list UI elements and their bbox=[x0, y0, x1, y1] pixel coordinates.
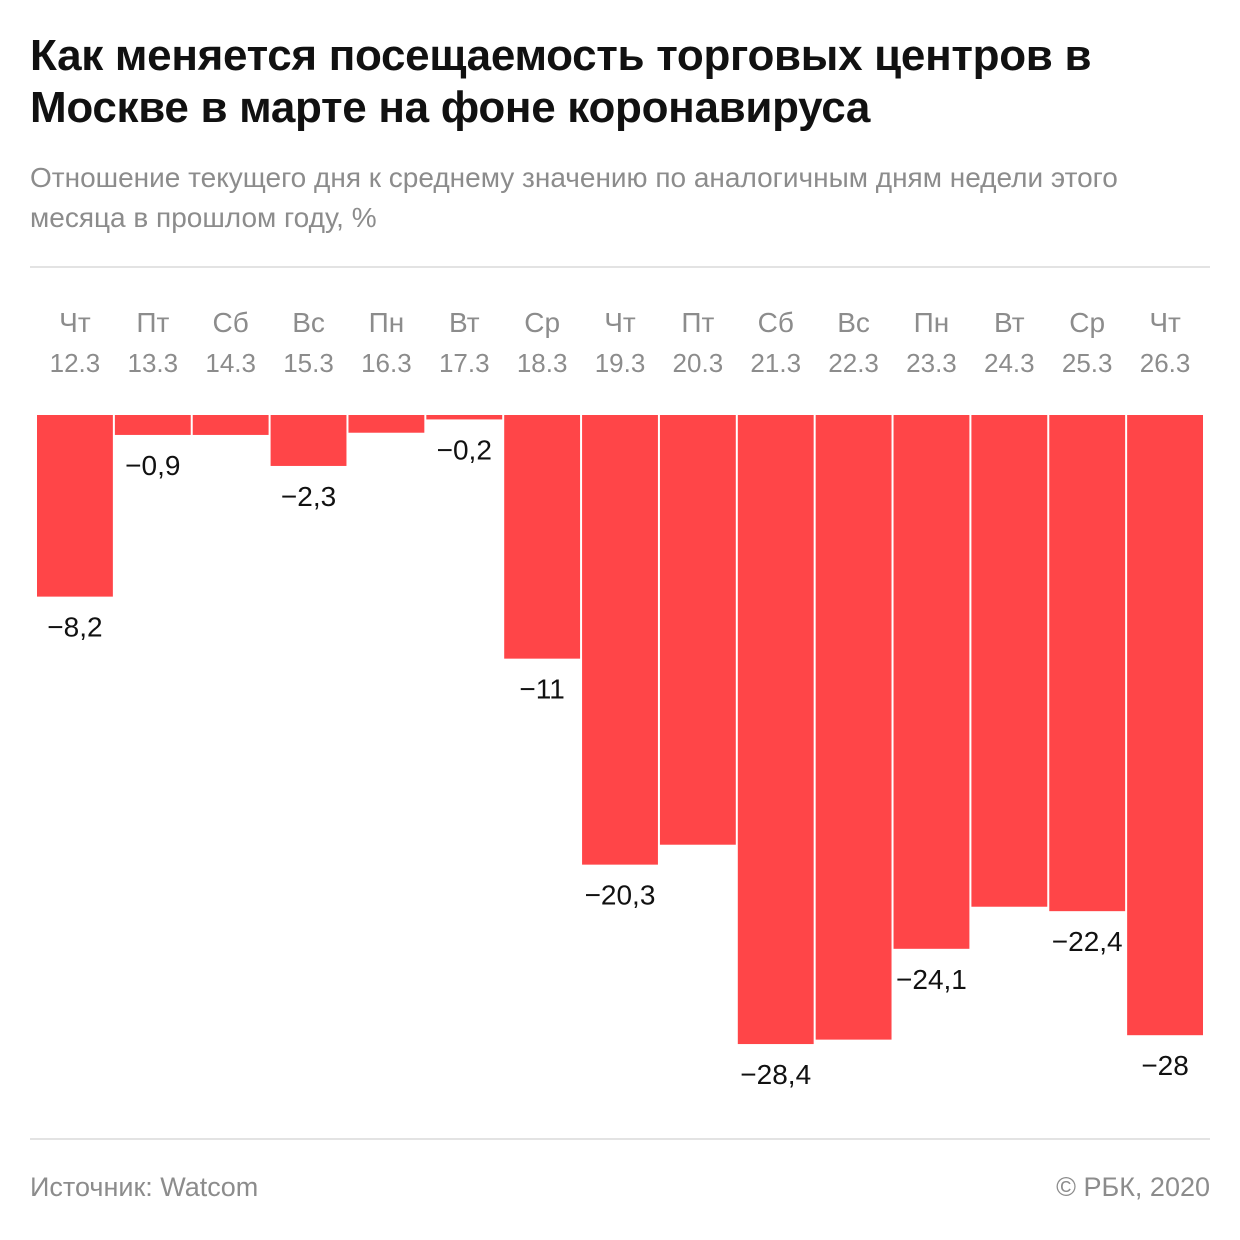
bar bbox=[114, 415, 191, 435]
weekday-label: Вт bbox=[449, 307, 480, 338]
date-tick-label: 12.3 bbox=[50, 348, 101, 378]
date-tick-label: 22.3 bbox=[828, 348, 879, 378]
chart-title: Как меняется посещаемость торговых центр… bbox=[30, 31, 1092, 132]
weekday-label: Чт bbox=[1149, 307, 1181, 338]
date-tick-label: 17.3 bbox=[439, 348, 490, 378]
value-label: −8,2 bbox=[47, 612, 102, 643]
weekday-label: Пт bbox=[136, 307, 169, 338]
value-label: −24,1 bbox=[896, 964, 967, 995]
bar bbox=[426, 415, 503, 420]
weekday-label: Пн bbox=[369, 307, 405, 338]
date-tick-label: 25.3 bbox=[1062, 348, 1113, 378]
bar bbox=[504, 415, 581, 659]
date-tick-label: 15.3 bbox=[283, 348, 334, 378]
source-note: Источник: Watcom bbox=[30, 1172, 259, 1202]
value-label: −2,3 bbox=[281, 481, 336, 512]
date-tick-label: 14.3 bbox=[205, 348, 256, 378]
bar bbox=[270, 415, 347, 466]
bottom-divider bbox=[30, 1138, 1210, 1140]
date-tick-label: 19.3 bbox=[595, 348, 646, 378]
top-divider bbox=[30, 266, 1210, 268]
weekday-label: Ср bbox=[1069, 307, 1105, 338]
weekday-label: Чт bbox=[59, 307, 91, 338]
date-tick-label: 18.3 bbox=[517, 348, 568, 378]
value-label: −28 bbox=[1141, 1050, 1189, 1081]
bar bbox=[815, 415, 892, 1040]
weekday-label: Вс bbox=[292, 307, 325, 338]
bar bbox=[1127, 415, 1203, 1036]
value-label: −22,4 bbox=[1052, 926, 1123, 957]
weekday-label: Пт bbox=[681, 307, 714, 338]
weekday-label: Чт bbox=[604, 307, 636, 338]
bar bbox=[37, 415, 113, 597]
bar bbox=[737, 415, 814, 1045]
chart-subtitle: Отношение текущего дня к среднему значен… bbox=[30, 162, 1118, 233]
value-label: −0,9 bbox=[125, 450, 180, 481]
value-label: −0,2 bbox=[437, 434, 492, 465]
date-tick-label: 24.3 bbox=[984, 348, 1035, 378]
bar bbox=[659, 415, 736, 845]
bar bbox=[971, 415, 1048, 907]
bar bbox=[192, 415, 269, 435]
date-tick-label: 23.3 bbox=[906, 348, 957, 378]
weekday-label: Сб bbox=[758, 307, 794, 338]
bar bbox=[893, 415, 970, 949]
bar bbox=[1049, 415, 1126, 912]
weekday-label: Вт bbox=[994, 307, 1025, 338]
date-tick-label: 26.3 bbox=[1140, 348, 1191, 378]
date-tick-label: 20.3 bbox=[673, 348, 724, 378]
bar-chart: Чт 12.3 −8,2 Пт 13.3 −0,9 Сб 14.3 Вс 15.3 −2,3 Пн 16… bbox=[37, 307, 1203, 1090]
weekday-label: Вс bbox=[837, 307, 870, 338]
value-label: −11 bbox=[519, 674, 564, 705]
bar bbox=[582, 415, 658, 865]
bar bbox=[348, 415, 425, 433]
date-tick-label: 13.3 bbox=[127, 348, 178, 378]
copyright-note: © РБК, 2020 bbox=[1056, 1172, 1210, 1202]
weekday-label: Ср bbox=[524, 307, 560, 338]
date-tick-label: 21.3 bbox=[750, 348, 801, 378]
value-label: −28,4 bbox=[740, 1059, 811, 1090]
weekday-label: Пн bbox=[914, 307, 950, 338]
weekday-label: Сб bbox=[213, 307, 249, 338]
value-label: −20,3 bbox=[585, 880, 656, 911]
date-tick-label: 16.3 bbox=[361, 348, 412, 378]
